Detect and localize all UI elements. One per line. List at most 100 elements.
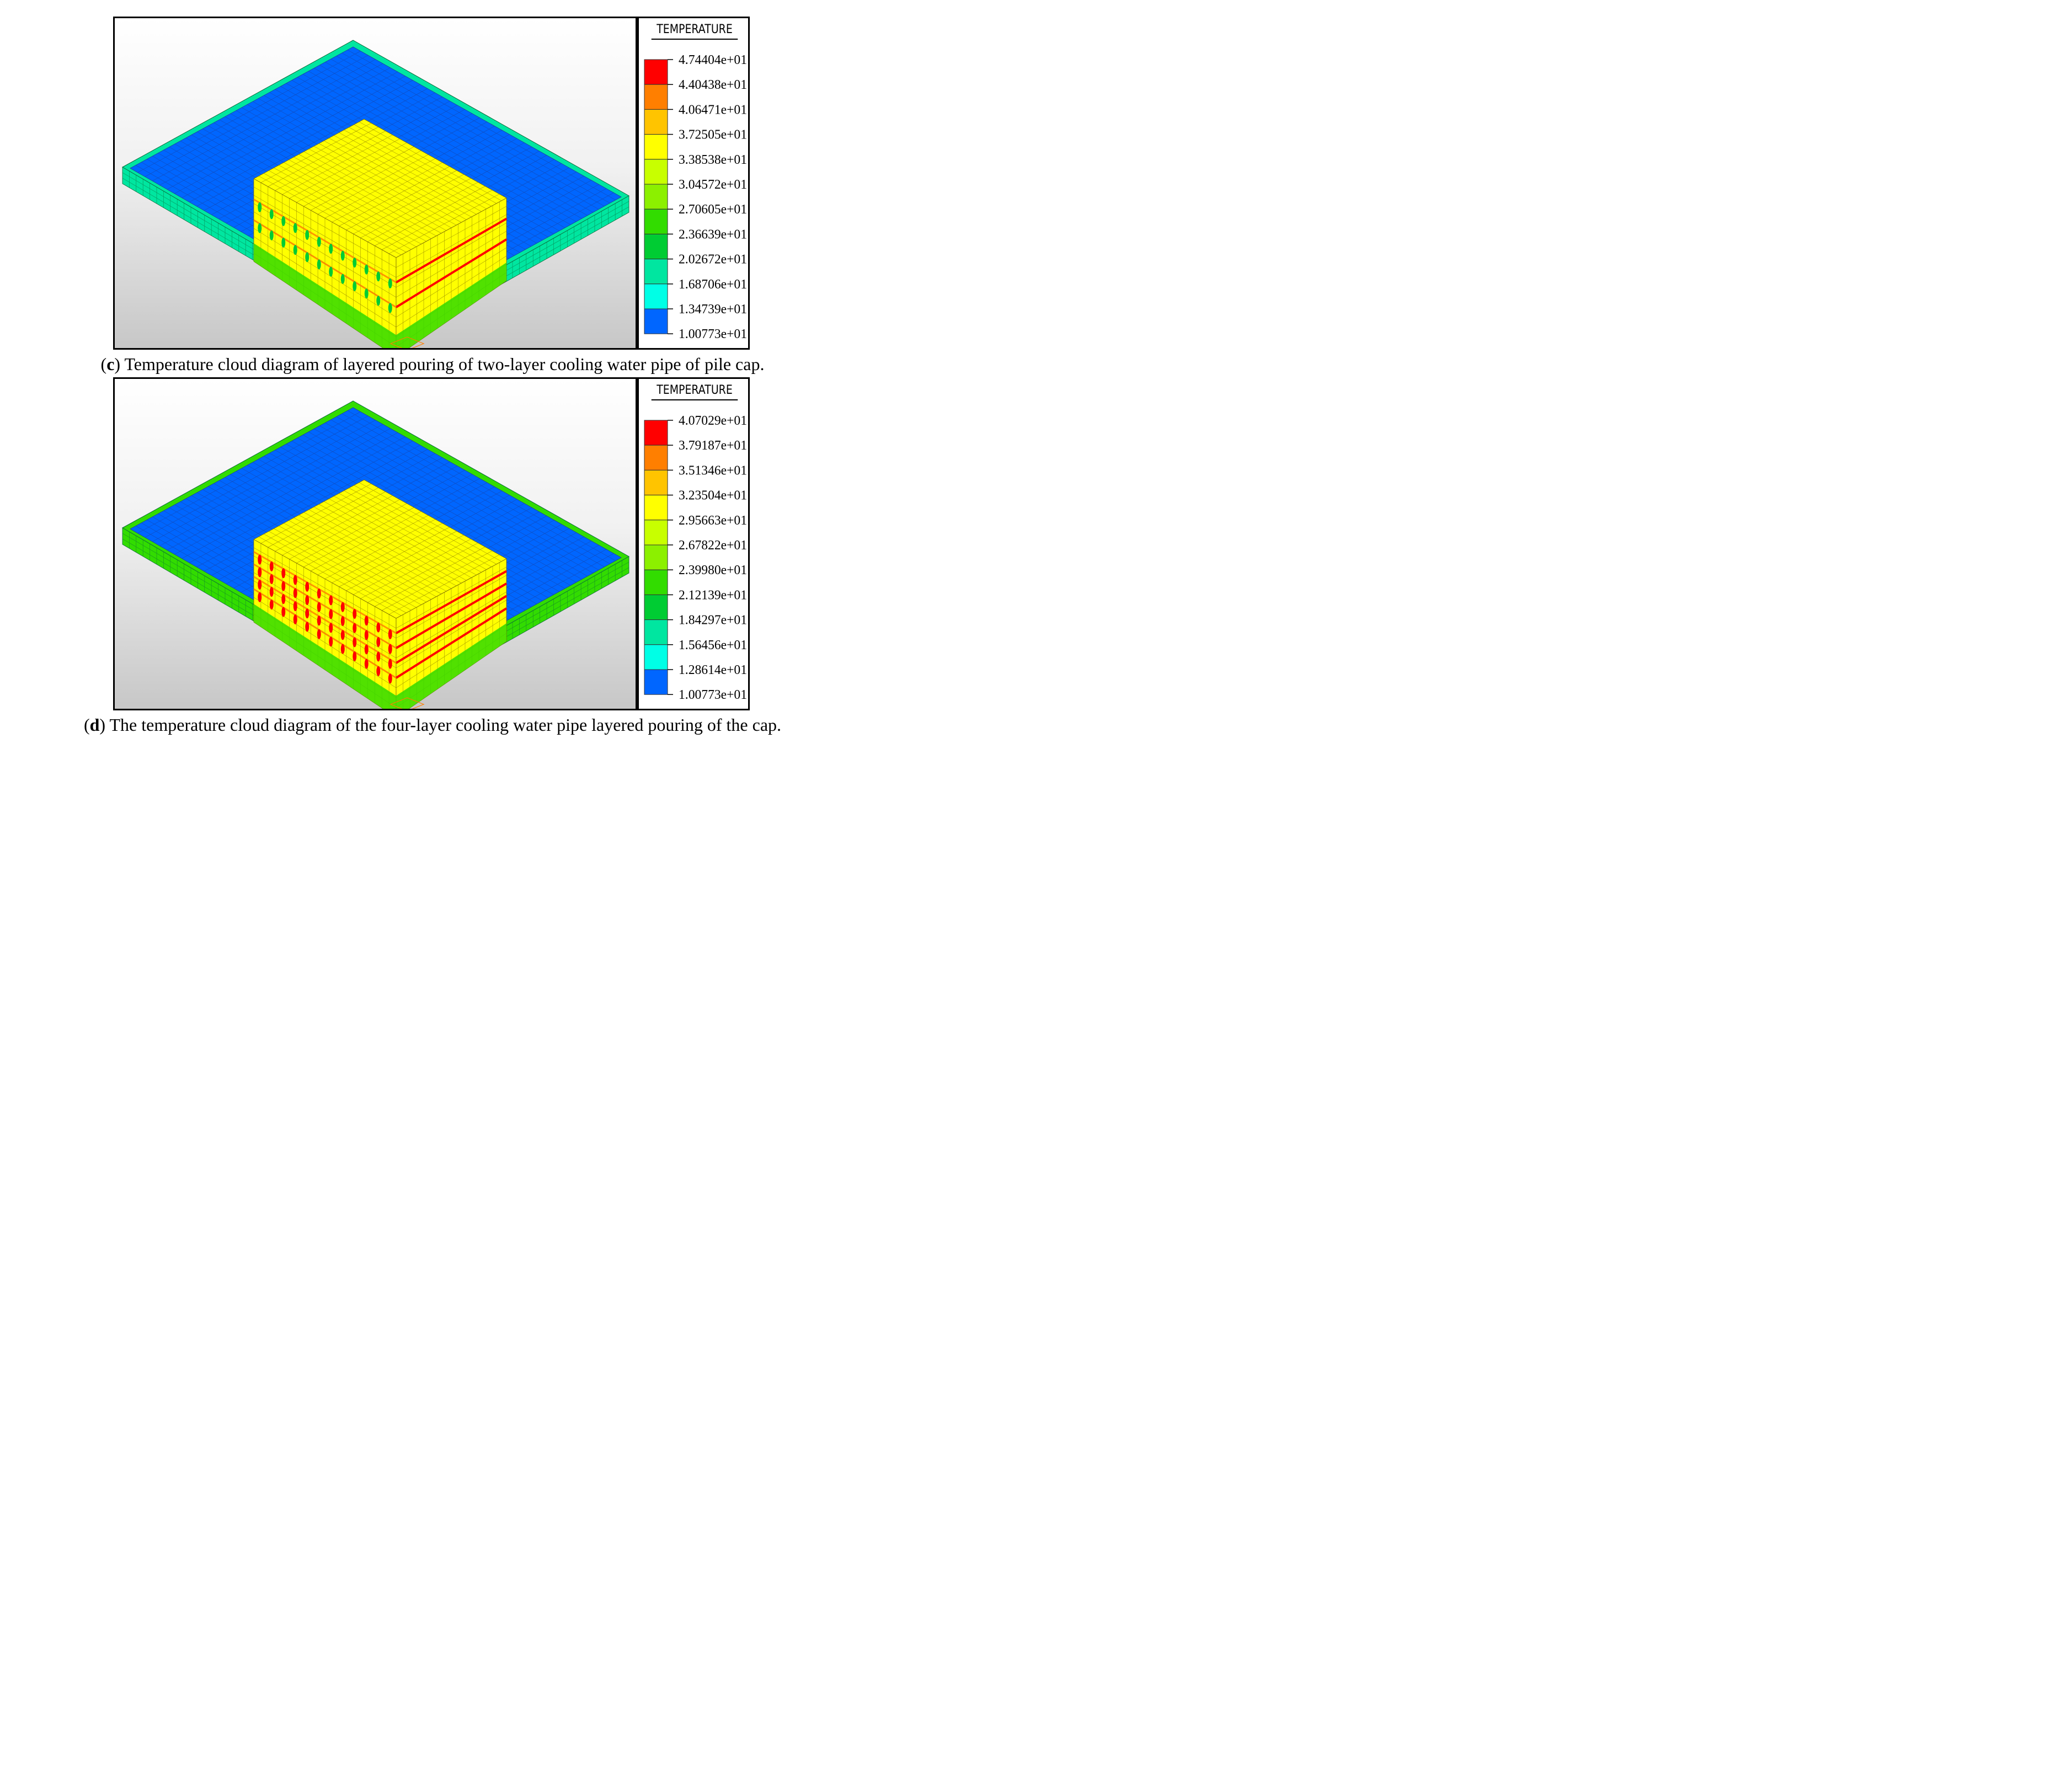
legend-color-band xyxy=(644,445,668,470)
legend-color-band xyxy=(644,569,668,595)
block-left-cool-band xyxy=(254,604,396,709)
pipe-hot-spot xyxy=(376,271,381,282)
pipe-hot-spot xyxy=(305,252,310,263)
legend-color-band xyxy=(644,233,668,260)
legend-value-label: 1.56456e+01 xyxy=(679,638,747,652)
pipe-hot-spot xyxy=(340,602,345,612)
block-top-face-mesh xyxy=(258,482,502,616)
legend-value-label: 2.70605e+01 xyxy=(679,202,747,217)
legend-color-band xyxy=(644,469,668,496)
legend-color-band xyxy=(644,109,668,135)
pipe-hot-spot xyxy=(388,659,392,669)
pipe-hot-spot xyxy=(364,630,369,640)
cooling-pipe-stripe xyxy=(395,595,508,664)
legend-value-label: 1.34739e+01 xyxy=(679,302,747,317)
pipe-hot-spot xyxy=(258,223,262,233)
block-top-face-mesh xyxy=(258,121,502,255)
legend-color-band xyxy=(644,259,668,285)
pipe-hot-spot xyxy=(364,644,369,655)
legend-color-band xyxy=(644,159,668,185)
pipe-hot-spot xyxy=(329,266,333,277)
legend-value-label: 3.51346e+01 xyxy=(679,463,747,478)
pipe-hot-spot xyxy=(317,589,321,599)
legend-color-band xyxy=(644,308,668,334)
pipe-hot-spot xyxy=(281,607,286,617)
pipe-hot-spot xyxy=(329,244,333,254)
pipe-hot-spot xyxy=(353,258,357,268)
pipe-hot-spot xyxy=(281,216,286,226)
pipe-hot-spot xyxy=(353,623,357,633)
legend-value-label: 1.00773e+01 xyxy=(679,688,747,702)
legend-color-band xyxy=(644,184,668,210)
cooling-pipe-stripe xyxy=(253,199,397,283)
pipe-hot-spot xyxy=(376,651,381,662)
pipe-hot-spot xyxy=(293,575,297,585)
legend-color-band xyxy=(644,644,668,670)
legend-value-label: 2.12139e+01 xyxy=(679,588,747,602)
figure-c-letter: c xyxy=(106,354,115,374)
pipe-hot-spot xyxy=(258,580,262,590)
pipe-hot-spot xyxy=(305,581,310,592)
pipe-hot-spot xyxy=(269,561,274,571)
legend-value-label: 3.38538e+01 xyxy=(679,153,747,167)
pipe-hot-spot xyxy=(340,616,345,626)
legend-color-band xyxy=(644,594,668,620)
pipe-hot-spot xyxy=(317,259,321,270)
pipe-hot-spot xyxy=(340,644,345,654)
pipe-hot-spot xyxy=(281,568,286,579)
pipe-hot-spot xyxy=(364,659,369,669)
cooling-pipe-stripe xyxy=(253,563,397,649)
pipe-hot-spot xyxy=(329,609,333,619)
pipe-hot-spot xyxy=(281,237,286,248)
block-right-face-mesh xyxy=(396,562,507,709)
figure-d-panel: TEMPERATURE 4.07029e+01 3.79187e+01 3.5134… xyxy=(113,377,750,710)
pipe-hot-spot xyxy=(364,288,369,299)
pipe-hot-spot xyxy=(293,588,297,598)
cooling-pipe-stripe xyxy=(395,607,508,679)
figure-c-model-view xyxy=(115,18,636,348)
pipe-hot-spot xyxy=(305,595,310,605)
model-geometry xyxy=(121,40,630,348)
legend-color-band xyxy=(644,283,668,309)
pipe-hot-spot xyxy=(305,229,310,240)
legend-color-band xyxy=(644,520,668,545)
legend-color-band xyxy=(644,84,668,110)
figure-c-legend: TEMPERATURE 4.74404e+01 4.40438e+01 4.0647… xyxy=(639,18,748,348)
cooling-pipe-stripe xyxy=(253,551,397,634)
pipe-hot-spot xyxy=(340,250,345,261)
figure-c-caption: (c) Temperature cloud diagram of layered… xyxy=(100,354,765,374)
pipe-hot-spot xyxy=(376,296,381,306)
legend-value-label: 1.28614e+01 xyxy=(679,663,747,677)
figure-d-legend-scale: 4.07029e+01 3.79187e+01 3.51346e+01 3.23504… xyxy=(644,414,747,702)
block-right-cool-band xyxy=(396,263,506,348)
legend-value-label: 3.04572e+01 xyxy=(679,178,747,192)
legend-value-label: 4.07029e+01 xyxy=(679,414,747,428)
figure-c-model-svg xyxy=(121,40,630,348)
pipe-hot-spot xyxy=(317,616,321,626)
pipe-hot-spot xyxy=(353,281,357,291)
pipe-hot-spot xyxy=(388,303,392,313)
legend-color-band xyxy=(644,619,668,645)
pipe-hot-spot xyxy=(376,666,381,676)
pipe-hot-spot xyxy=(364,616,369,626)
pipe-hot-spot xyxy=(293,245,297,255)
support-marker xyxy=(389,336,425,348)
pipe-hot-spot xyxy=(258,202,262,212)
pipe-hot-spot xyxy=(329,595,333,606)
figure-c-legend-title: TEMPERATURE xyxy=(651,23,738,40)
pipe-hot-spot xyxy=(269,574,274,584)
pipe-hot-spot xyxy=(281,594,286,605)
pipe-hot-spot xyxy=(269,209,274,220)
pipe-hot-spot xyxy=(269,587,274,597)
pipe-hot-spot xyxy=(364,264,369,275)
cooling-pipe-stripe xyxy=(395,217,508,283)
legend-value-label: 1.84297e+01 xyxy=(679,613,747,628)
cooling-pipe-stripe xyxy=(253,576,397,664)
cooling-pipe-stripe xyxy=(395,582,508,649)
pipe-hot-spot xyxy=(376,622,381,633)
support-marker xyxy=(389,697,425,709)
legend-color-band xyxy=(644,59,668,85)
figure-d-legend: TEMPERATURE 4.07029e+01 3.79187e+01 3.5134… xyxy=(639,379,748,709)
legend-value-label: 2.02672e+01 xyxy=(679,253,747,267)
figure-d-model-view xyxy=(115,379,636,709)
